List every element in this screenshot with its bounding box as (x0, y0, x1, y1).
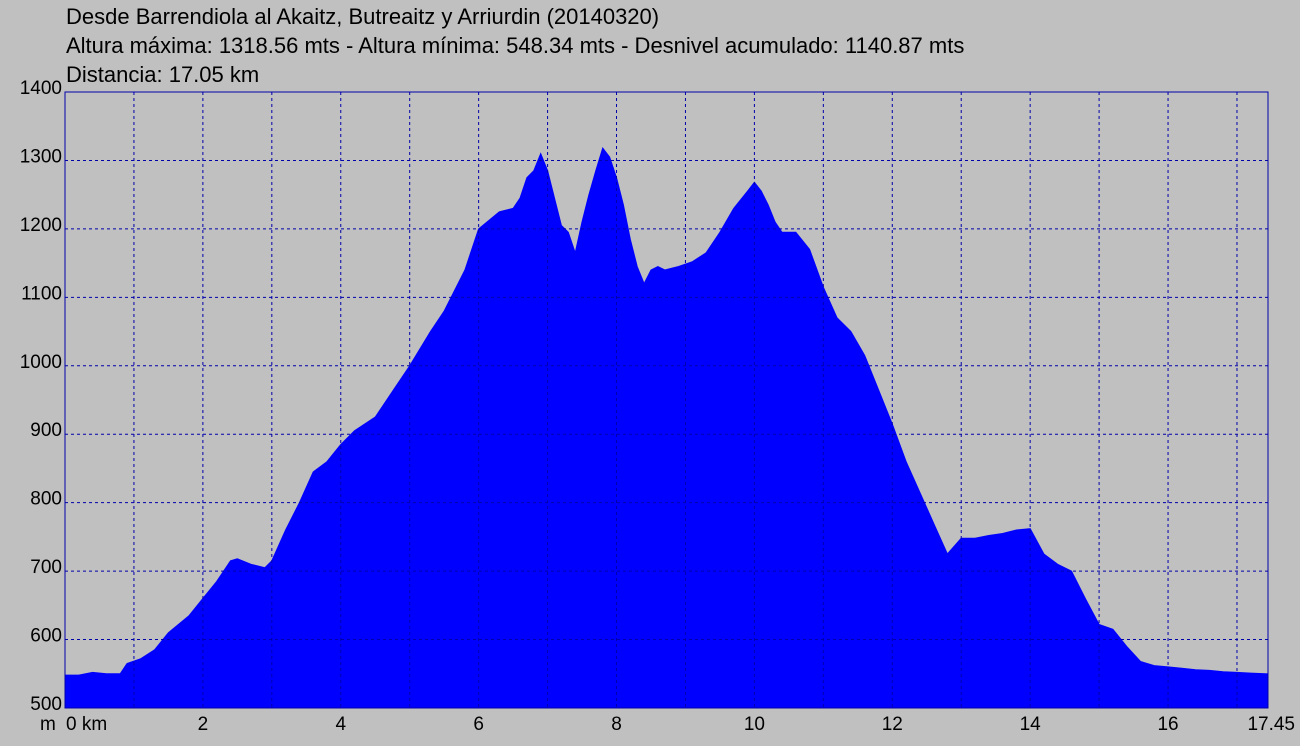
x-tick-label: 4 (335, 714, 346, 735)
plot-frame (64, 91, 1269, 709)
y-tick-label: 1300 (20, 146, 62, 167)
x-tick-label: 2 (198, 714, 209, 735)
y-tick-label: 1100 (21, 283, 62, 304)
grid-layer (65, 92, 1268, 708)
y-tick-label: 500 (30, 694, 62, 715)
y-tick-label: 700 (30, 557, 62, 578)
x-tick-label: 8 (611, 714, 622, 735)
y-tick-label: 900 (30, 420, 62, 441)
chart-title: Desde Barrendiola al Akaitz, Butreaitz y… (66, 4, 660, 29)
x-axis-labels: 0 km 2 4 6 8 10 12 14 16 (66, 714, 1179, 735)
x-tick-label: 12 (882, 714, 903, 735)
y-tick-label: 800 (30, 489, 62, 510)
y-tick-label: 1200 (20, 215, 62, 236)
x-tick-label: 0 km (66, 714, 107, 735)
y-tick-label: 1000 (20, 352, 62, 373)
x-tick-label: 6 (473, 714, 484, 735)
x-tick-label: 10 (744, 714, 765, 735)
chart-stats: Altura máxima: 1318.56 mts - Altura míni… (66, 33, 965, 58)
y-axis-labels: 500 600 700 800 900 1000 1100 1200 1300 1400 (20, 78, 62, 715)
end-distance-label: 17.45 (1247, 714, 1295, 735)
chart-distance: Distancia: 17.05 km (66, 62, 260, 87)
y-tick-label: 1400 (20, 78, 62, 99)
x-tick-label: 16 (1157, 714, 1178, 735)
x-tick-label: 14 (1020, 714, 1042, 735)
y-tick-label: 600 (30, 626, 62, 647)
y-unit-label: m (40, 714, 56, 735)
